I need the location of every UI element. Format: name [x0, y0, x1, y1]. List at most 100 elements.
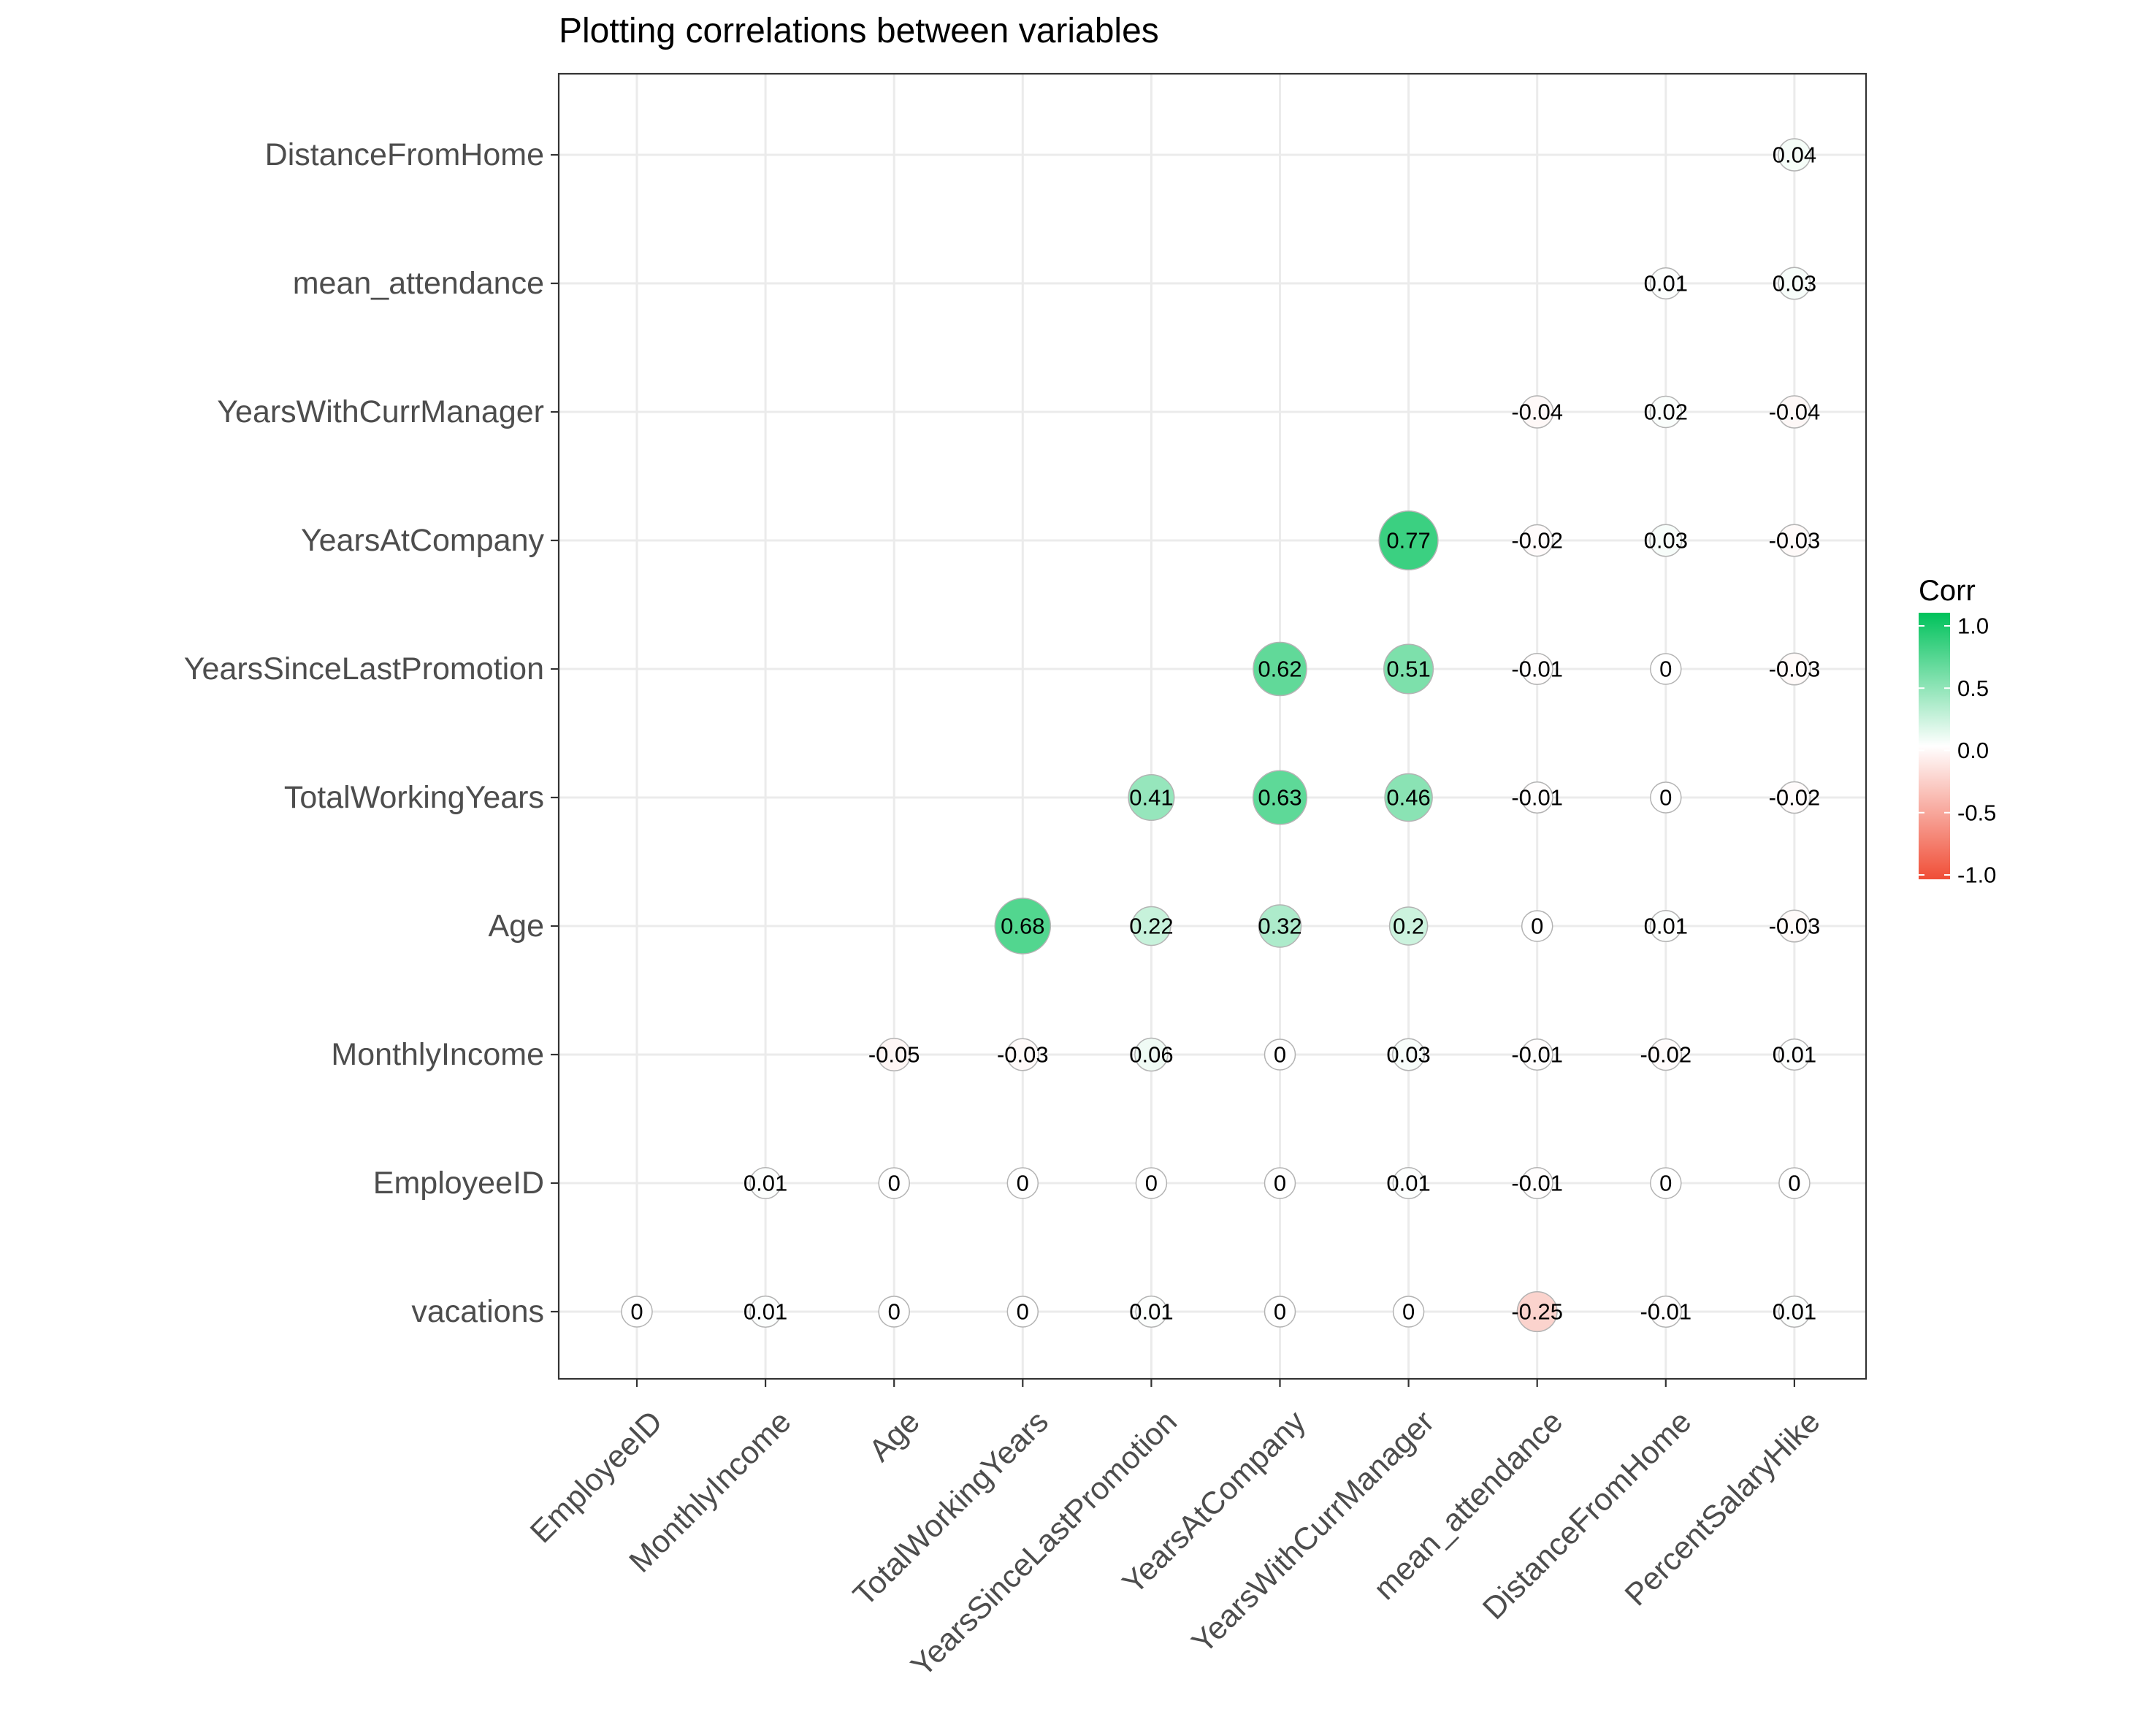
corr-point — [1378, 510, 1439, 571]
corr-label: 0.01 — [1773, 1299, 1816, 1325]
corr-label: -0.03 — [1769, 657, 1821, 682]
corr-label: 0.01 — [743, 1299, 787, 1325]
corr-label: 0.51 — [1386, 657, 1430, 682]
corr-label: 0 — [1659, 785, 1672, 811]
corr-label: -0.01 — [1511, 785, 1563, 811]
y-tick-label: YearsAtCompany — [301, 523, 545, 558]
corr-point — [749, 1295, 782, 1328]
corr-point — [1778, 1295, 1811, 1328]
corr-point — [1135, 1167, 1168, 1199]
corr-label: 0 — [888, 1171, 901, 1196]
corr-label: 0.01 — [743, 1171, 787, 1196]
corr-label: 0.04 — [1773, 142, 1816, 168]
corr-point — [1649, 1038, 1683, 1071]
corr-label: 0.77 — [1386, 528, 1430, 554]
corr-label: 0 — [1017, 1299, 1029, 1325]
corr-label: 0 — [1659, 1171, 1672, 1196]
corr-point — [1516, 1290, 1558, 1333]
corr-point — [749, 1166, 782, 1200]
corr-label: -0.03 — [1769, 914, 1821, 939]
corr-point — [1128, 773, 1175, 822]
corr-point — [1253, 641, 1307, 697]
corr-label: 0 — [630, 1299, 643, 1325]
corr-point — [1521, 524, 1553, 557]
corr-label: -0.02 — [1640, 1042, 1691, 1068]
y-tick-label: YearsSinceLastPromotion — [184, 651, 544, 686]
corr-label: -0.03 — [997, 1042, 1049, 1068]
corr-point — [1649, 395, 1683, 429]
corr-point — [1649, 267, 1682, 300]
data-points: 0.04 0.01 0.03 -0.04 0.02 -0.04 0.77 -0.02 0.03 -… — [621, 138, 1821, 1333]
corr-point — [1520, 395, 1554, 429]
y-tick-label: Age — [488, 909, 544, 944]
legend-tick-label: 1.0 — [1957, 613, 1989, 639]
corr-label: 0 — [1531, 914, 1543, 939]
corr-label: 0.01 — [1773, 1042, 1816, 1068]
legend-colorbar — [1919, 613, 1950, 879]
corr-label: 0.01 — [1644, 271, 1688, 297]
corr-point — [1649, 909, 1682, 943]
corr-label: 0 — [888, 1299, 901, 1325]
y-tick-label: vacations — [411, 1294, 544, 1329]
y-tick-label: MonthlyIncome — [331, 1037, 544, 1072]
corr-label: 0 — [1659, 657, 1672, 682]
corr-label: 0.03 — [1644, 528, 1688, 554]
corr-label: 0.32 — [1258, 914, 1301, 939]
legend-tick-label: -1.0 — [1957, 862, 1996, 888]
corr-label: 0.46 — [1386, 785, 1430, 811]
corr-label: -0.04 — [1511, 399, 1563, 425]
corr-point — [1778, 781, 1811, 814]
corr-point — [1252, 770, 1308, 825]
corr-point — [1521, 1038, 1553, 1071]
corr-point — [1778, 138, 1811, 172]
y-tick-label: DistanceFromHome — [265, 137, 544, 172]
corr-label: -0.01 — [1640, 1299, 1691, 1325]
corr-label: -0.05 — [868, 1042, 920, 1068]
corr-label: 0 — [1145, 1171, 1158, 1196]
corr-point — [1135, 1295, 1168, 1328]
corr-point — [1392, 1166, 1425, 1200]
corr-point — [1006, 1038, 1039, 1071]
y-tick-label: EmployeeID — [373, 1166, 544, 1201]
legend: Corr 1.0 0.5 0.0 -0.5 -1.0 — [1919, 575, 1996, 888]
corr-point — [1264, 1296, 1296, 1328]
corr-point — [1392, 1296, 1425, 1328]
corr-point — [1649, 524, 1683, 557]
corr-label: 0.06 — [1129, 1042, 1173, 1068]
corr-label: 0.01 — [1386, 1171, 1430, 1196]
corr-point — [1258, 904, 1302, 948]
corr-point — [1778, 395, 1811, 429]
corr-point — [1131, 906, 1171, 946]
corr-point — [1006, 1167, 1039, 1199]
corr-label: -0.02 — [1511, 528, 1563, 554]
corr-label: 0 — [1788, 1171, 1800, 1196]
corr-label: 0 — [1274, 1042, 1286, 1068]
corr-point — [994, 898, 1052, 955]
corr-label: 0.62 — [1258, 657, 1301, 682]
y-axis: vacations EmployeeID MonthlyIncome Age Total… — [184, 137, 559, 1329]
corr-label: 0.03 — [1386, 1042, 1430, 1068]
corr-label: -0.03 — [1769, 528, 1821, 554]
corr-point — [1521, 1166, 1553, 1200]
y-tick-label: TotalWorkingYears — [284, 780, 544, 815]
corr-point — [1384, 773, 1433, 822]
corr-point — [1134, 1037, 1169, 1072]
corr-point — [1521, 652, 1553, 686]
corr-point — [1649, 1295, 1682, 1328]
corr-point — [877, 1037, 911, 1072]
chart-title: Plotting correlations between variables — [559, 12, 1159, 50]
corr-label: 0 — [1017, 1171, 1029, 1196]
corr-label: -0.04 — [1769, 399, 1821, 425]
corr-point — [1521, 781, 1553, 814]
corr-point — [1264, 1167, 1296, 1199]
corr-label: -0.02 — [1769, 785, 1821, 811]
corr-point — [1388, 906, 1429, 946]
corr-point — [1006, 1296, 1039, 1328]
corr-label: 0 — [1274, 1171, 1286, 1196]
corr-label: 0.02 — [1644, 399, 1688, 425]
corr-point — [878, 1296, 910, 1328]
y-tick-label: mean_attendance — [293, 266, 544, 301]
corr-point — [878, 1167, 910, 1199]
corr-label: 0 — [1274, 1299, 1286, 1325]
